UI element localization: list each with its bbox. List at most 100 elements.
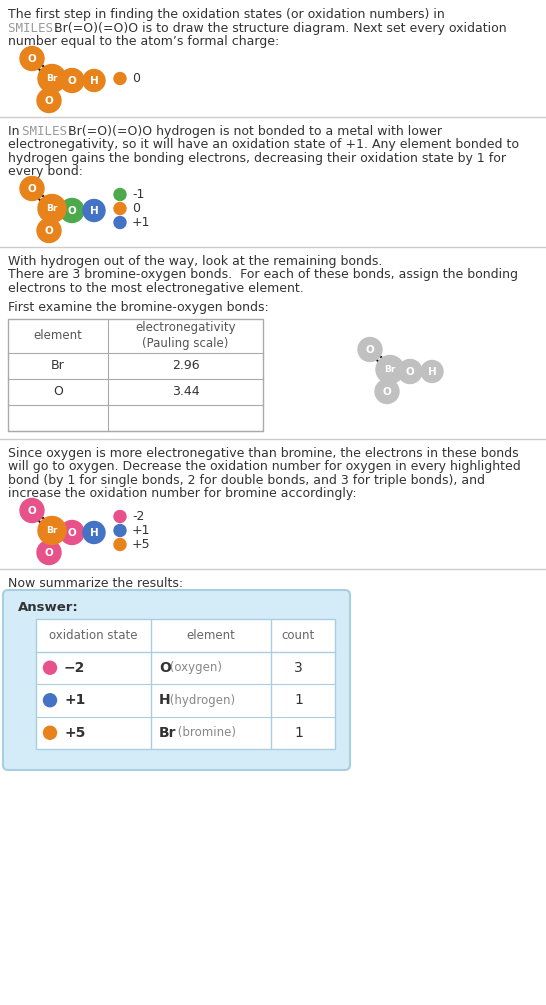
Text: Br: Br [46,526,58,535]
Text: -2: -2 [132,510,144,523]
Text: (oxygen): (oxygen) [167,661,223,674]
Circle shape [114,511,126,523]
Text: +5: +5 [64,726,85,740]
Text: element: element [33,329,82,342]
Circle shape [83,522,105,544]
Circle shape [114,202,126,214]
Text: 1: 1 [294,726,303,740]
Circle shape [37,88,61,113]
Circle shape [376,356,404,384]
Text: electronegativity
(Pauling scale): electronegativity (Pauling scale) [135,321,236,350]
Text: oxidation state: oxidation state [49,629,138,642]
Text: Now summarize the results:: Now summarize the results: [8,577,183,590]
Text: O: O [28,184,37,194]
Text: will go to oxygen. Decrease the oxidation number for oxygen in every highlighted: will go to oxygen. Decrease the oxidatio… [8,460,521,473]
Text: Since oxygen is more electronegative than bromine, the electrons in these bonds: Since oxygen is more electronegative tha… [8,446,519,459]
Text: Br: Br [51,359,65,372]
Text: O: O [68,205,76,215]
Text: O: O [28,506,37,516]
Circle shape [37,541,61,565]
Text: O: O [383,387,391,397]
Text: SMILES:: SMILES: [8,21,68,34]
Text: H: H [90,75,98,85]
Text: +5: +5 [132,538,151,551]
Text: (bromine): (bromine) [174,727,236,740]
Text: H: H [159,693,170,708]
Circle shape [398,360,422,384]
Text: count: count [282,629,315,642]
Circle shape [38,195,66,222]
Text: H: H [90,528,98,538]
FancyBboxPatch shape [8,319,263,430]
Text: (hydrogen): (hydrogen) [167,693,236,707]
Text: O: O [45,95,54,106]
Text: O: O [53,385,63,398]
Text: 0: 0 [132,72,140,85]
Text: O: O [366,345,375,355]
Text: With hydrogen out of the way, look at the remaining bonds.: With hydrogen out of the way, look at th… [8,254,382,267]
Text: O: O [45,225,54,235]
FancyBboxPatch shape [3,590,350,770]
Circle shape [114,189,126,201]
Circle shape [60,521,84,545]
Circle shape [114,539,126,551]
Text: −2: −2 [64,660,85,674]
Circle shape [44,727,56,740]
Text: bond (by 1 for single bonds, 2 for double bonds, and 3 for triple bonds), and: bond (by 1 for single bonds, 2 for doubl… [8,473,485,486]
Circle shape [83,69,105,91]
Circle shape [20,498,44,523]
Text: Br: Br [46,74,58,83]
Text: The first step in finding the oxidation states (or oxidation numbers) in: The first step in finding the oxidation … [8,8,445,21]
Text: Br: Br [384,365,396,374]
FancyBboxPatch shape [36,619,335,749]
Circle shape [114,525,126,537]
Text: Answer:: Answer: [18,601,79,614]
Text: Br(=O)(=O)O hydrogen is not bonded to a metal with lower: Br(=O)(=O)O hydrogen is not bonded to a … [68,125,442,138]
Text: O: O [406,367,414,377]
Text: In: In [8,125,23,138]
Circle shape [60,199,84,222]
Text: 2.96: 2.96 [171,359,199,372]
Circle shape [44,693,56,707]
Circle shape [114,216,126,228]
Text: O: O [159,660,171,674]
Text: number equal to the atom’s formal charge:: number equal to the atom’s formal charge… [8,35,279,48]
Text: 3.44: 3.44 [171,385,199,398]
Circle shape [38,64,66,92]
Circle shape [37,218,61,242]
Circle shape [20,46,44,70]
Text: H: H [428,367,436,377]
Circle shape [375,380,399,403]
Text: +1: +1 [64,693,85,708]
Text: +1: +1 [132,216,151,229]
Circle shape [114,72,126,84]
Circle shape [83,200,105,221]
Circle shape [421,361,443,383]
Text: 3: 3 [294,660,303,674]
Text: O: O [28,53,37,63]
Text: -1: -1 [132,188,144,201]
Text: +1: +1 [132,524,151,537]
Text: increase the oxidation number for bromine accordingly:: increase the oxidation number for bromin… [8,487,357,500]
Text: 1: 1 [294,693,303,708]
Circle shape [358,338,382,362]
Circle shape [44,661,56,674]
Circle shape [60,68,84,92]
Text: O: O [45,548,54,558]
Circle shape [38,517,66,545]
Text: SMILES:: SMILES: [22,125,82,138]
Text: Br: Br [46,204,58,213]
Text: every bond:: every bond: [8,165,83,178]
Text: element: element [187,629,235,642]
Text: First examine the bromine-oxygen bonds:: First examine the bromine-oxygen bonds: [8,302,269,314]
Text: hydrogen gains the bonding electrons, decreasing their oxidation state by 1 for: hydrogen gains the bonding electrons, de… [8,152,506,165]
Text: O: O [68,75,76,85]
Text: Br(=O)(=O)O is to draw the structure diagram. Next set every oxidation: Br(=O)(=O)O is to draw the structure dia… [54,21,507,34]
Text: O: O [68,528,76,538]
Text: There are 3 bromine-oxygen bonds.  For each of these bonds, assign the bonding: There are 3 bromine-oxygen bonds. For ea… [8,268,518,281]
Text: electronegativity, so it will have an oxidation state of +1. Any element bonded : electronegativity, so it will have an ox… [8,138,519,151]
Text: 0: 0 [132,202,140,215]
Text: Br: Br [159,726,176,740]
Text: electrons to the most electronegative element.: electrons to the most electronegative el… [8,281,304,294]
Text: H: H [90,205,98,215]
